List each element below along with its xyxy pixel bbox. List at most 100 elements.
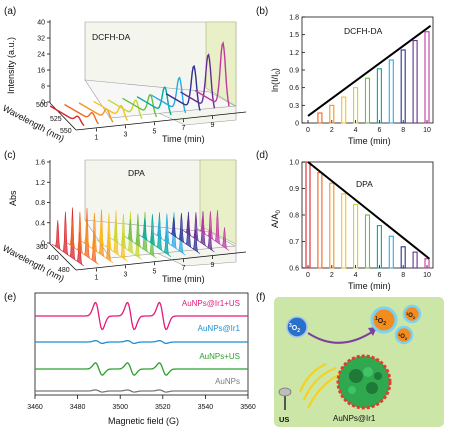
bars <box>317 31 430 124</box>
x-axis-label: Magnetic field (G) <box>108 416 179 426</box>
y-tick-label: 40 <box>37 20 45 27</box>
singlet-oxygen-label: 1O2 <box>398 332 408 341</box>
y-tick-label: 1.2 <box>289 50 299 57</box>
y-tick-label: 0 <box>295 121 299 128</box>
epr-trace <box>35 339 248 345</box>
time-tick-label: 9 <box>211 122 215 129</box>
data-bar <box>364 77 371 124</box>
panel-label-b: (b) <box>256 6 268 17</box>
y-ticks: 0 8 16 24 32 40 <box>37 20 50 107</box>
y-tick-label: 1.6 <box>35 160 45 167</box>
panel-d: (d) 0.6 0.7 0.8 0.9 1.0 0 2 4 6 8 10 DPA Time (mi… <box>256 150 434 291</box>
y-tick-label: 0.4 <box>35 220 45 227</box>
time-tick-label: 3 <box>124 131 128 138</box>
singlet-oxygen-group: 1O2 1O2 1O2 <box>370 304 422 345</box>
spectrum-curve <box>194 41 230 107</box>
data-bar <box>388 235 394 269</box>
wavelength-tick: 550 <box>60 128 72 135</box>
y-axis-label: A/A0 <box>270 209 282 228</box>
x-tick-label: 4 <box>354 127 358 134</box>
data-bar <box>341 96 347 124</box>
x-ticks: 3460 3480 3500 3520 3540 3560 <box>27 395 256 411</box>
y-tick-label: 1.5 <box>289 32 299 39</box>
y-tick-label: 0.3 <box>289 103 299 110</box>
series-label: AuNPs+US <box>199 352 240 361</box>
chart-title: DCFH-DA <box>344 26 383 36</box>
panel-label-f: (f) <box>256 292 265 303</box>
y-tick-label: 1.0 <box>289 160 299 167</box>
singlet-oxygen-icon <box>402 304 422 324</box>
spectrum-curve <box>151 76 187 113</box>
chart-title: DCFH-DA <box>92 32 131 42</box>
y-tick-label: 0.9 <box>289 68 299 75</box>
fit-line <box>307 25 432 117</box>
time-tick-label: 3 <box>124 271 128 278</box>
spectrum-curve <box>122 94 158 118</box>
y-tick-label: 16 <box>37 68 45 75</box>
x-tick-label: 8 <box>401 127 405 134</box>
time-ticks: 1 3 5 7 9 <box>95 256 215 281</box>
data-bar <box>412 251 418 269</box>
wavelength-tick: 500 <box>36 102 48 109</box>
y-tick-label: 0.7 <box>289 239 299 246</box>
spectra <box>51 207 230 267</box>
x-axis-label: Time (min) <box>348 281 391 291</box>
data-bar <box>305 161 311 269</box>
x-tick-label: 6 <box>377 272 381 279</box>
x-tick-label: 2 <box>330 272 334 279</box>
x-tick-label: 4 <box>354 272 358 279</box>
x-ticks: 0 2 4 6 8 10 <box>306 265 431 279</box>
data-bar <box>376 68 382 124</box>
time-tick-label: 9 <box>211 262 215 269</box>
x-tick-label: 2 <box>330 127 334 134</box>
panel-c: (c) 0 0.4 0.8 1.2 1.6 Abs DPA 360 400 480 Wa… <box>1 150 247 284</box>
spectrum-curve <box>165 64 201 111</box>
singlet-oxygen-label: 1O2 <box>375 316 386 327</box>
data-bar <box>424 31 430 124</box>
series-label: AuNPs@Ir1 <box>198 324 241 333</box>
y-tick-label: 8 <box>41 84 45 91</box>
ultrasound-probe-icon <box>278 387 292 410</box>
y-tick-label: 1.2 <box>35 180 45 187</box>
time-axis <box>75 251 247 271</box>
epr-trace <box>35 301 248 331</box>
y-tick-label: 0.6 <box>289 85 299 92</box>
panel-label-e: (e) <box>4 292 16 303</box>
data-bar <box>364 214 371 269</box>
y-axis-label: ln(I/I0) <box>270 68 282 92</box>
oxygen-label: 3O2 <box>289 323 300 334</box>
wavelength-tick: 525 <box>50 116 62 123</box>
wavelength-axis-label: Wavelength (nm) <box>1 243 66 284</box>
y-tick-label: 32 <box>37 36 45 43</box>
y-axis-label: Abs <box>8 190 18 206</box>
time-tick-label: 7 <box>182 125 186 132</box>
y-axis-label: Intensity (a.u.) <box>6 37 16 94</box>
data-bar <box>400 246 406 269</box>
series-label: AuNPs <box>215 377 240 386</box>
singlet-oxygen-label: 1O2 <box>406 311 416 320</box>
energy-transfer-arrow <box>307 329 376 344</box>
time-tick-label: 7 <box>182 265 186 272</box>
x-tick-label: 6 <box>377 127 381 134</box>
time-axis-label: Time (min) <box>162 134 205 144</box>
panel-f: (f) 3O2 1O2 1O2 1O2 US <box>256 292 444 427</box>
x-tick-label: 10 <box>423 272 431 279</box>
bars <box>305 161 430 269</box>
y-tick-label: 0.9 <box>289 186 299 193</box>
y-tick-label: 0.8 <box>35 200 45 207</box>
x-tick-label: 3500 <box>112 404 128 411</box>
highlight-wall <box>199 159 237 245</box>
data-bar <box>388 59 394 124</box>
data-bar <box>353 203 359 269</box>
fit-line <box>307 161 431 260</box>
time-ticks: 1 3 5 7 9 <box>95 116 215 141</box>
data-bar <box>412 40 418 124</box>
spectra <box>49 41 230 127</box>
spectrum-curve <box>136 86 172 116</box>
panel-label-c: (c) <box>4 150 16 161</box>
wavelength-axis <box>49 243 77 271</box>
data-bar <box>400 49 406 124</box>
epr-traces <box>35 301 248 393</box>
